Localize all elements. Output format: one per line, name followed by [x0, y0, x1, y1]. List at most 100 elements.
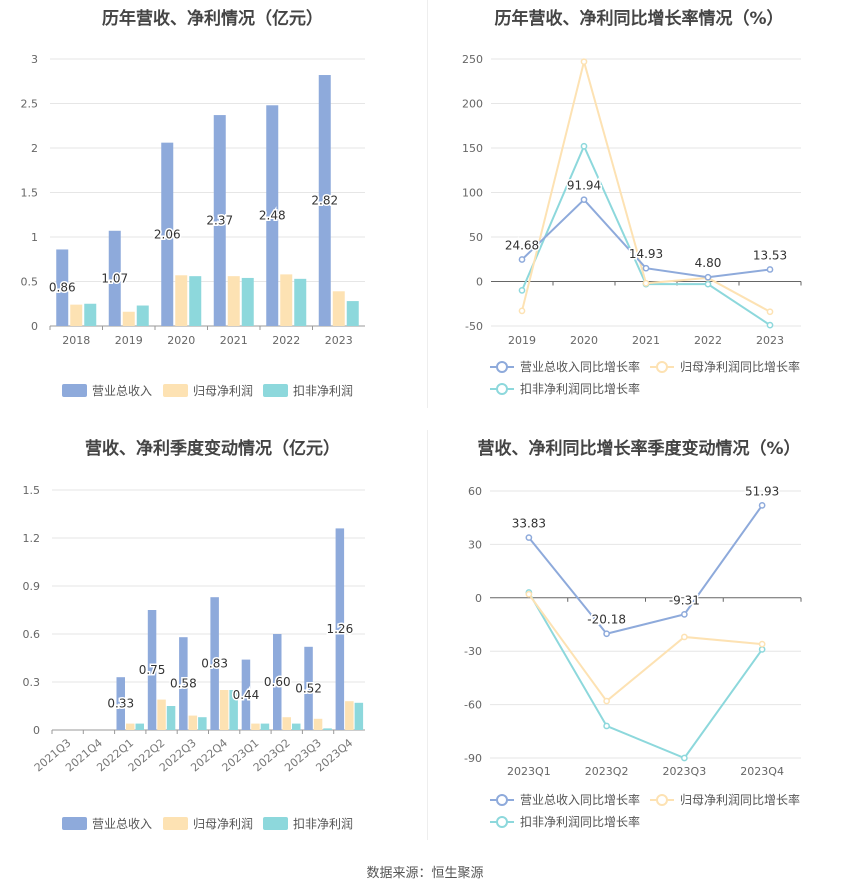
series-line-deducted-profit-growth [521, 143, 771, 326]
x-tick-label: 2023Q2 [585, 765, 629, 778]
bar-deducted-profit [229, 690, 238, 730]
bar-deducted-profit [346, 301, 359, 326]
y-tick-label: 0 [33, 724, 40, 737]
data-label: -20.18 [587, 613, 626, 627]
data-point [758, 640, 766, 648]
bar-net-profit [313, 718, 323, 730]
data-label: 1.26 [326, 622, 353, 636]
data-label: -9.31 [669, 593, 700, 607]
bar-revenue [210, 597, 219, 730]
bar-revenue [147, 610, 157, 730]
bar-deducted-profit [198, 717, 207, 730]
bar-deducted-profit [260, 723, 270, 730]
x-tick-label: 2022 [694, 334, 722, 347]
legend-label: 归母净利润 [193, 817, 253, 831]
y-tick-label: 200 [462, 98, 483, 111]
bar-net-profit [70, 304, 83, 326]
y-tick-label: 1.5 [23, 484, 41, 497]
data-point [518, 307, 526, 315]
data-point [525, 534, 533, 541]
x-tick-label: 2023 [325, 334, 353, 347]
bar-net-profit [251, 723, 260, 730]
legend-label: 营业总收入同比增长率 [520, 792, 640, 807]
bar-deducted-profit [84, 303, 97, 326]
bar-revenue [273, 634, 282, 730]
legend-marker [496, 794, 508, 806]
y-tick-label: 1.2 [23, 532, 41, 545]
y-tick-label: 3 [31, 53, 38, 66]
y-tick-label: 2 [31, 142, 38, 155]
y-tick-label: 100 [462, 187, 483, 200]
panel-annual-revenue-profit: 历年营收、净利情况（亿元） 0 0.5 1 1.5 2 2.5 3 2018 0.86 2019 1… [0, 0, 425, 410]
data-point [518, 287, 526, 294]
bar-revenue [304, 646, 313, 730]
data-point [704, 273, 712, 281]
data-source: 数据来源：恒生聚源 [366, 866, 484, 881]
data-point [603, 722, 610, 730]
bar-net-profit [122, 311, 135, 326]
legend-marker [656, 361, 668, 373]
data-point [704, 280, 712, 288]
data-point [642, 279, 650, 287]
x-tick-label: 2022 [272, 334, 300, 347]
chart-title: 营收、净利季度变动情况（亿元） [85, 439, 340, 459]
data-label: 2.06 [154, 227, 181, 241]
bar-revenue [318, 75, 331, 327]
data-label: 0.52 [295, 681, 322, 695]
data-label: 1.07 [101, 271, 128, 285]
y-tick-label: 50 [469, 231, 483, 244]
bar-revenue [56, 249, 69, 326]
bar-net-profit [282, 717, 291, 730]
panel-annual-growth: 历年营收、净利同比增长率情况（%） -50 0 50 100 150 200 250 2019… [428, 0, 850, 410]
legend-label: 扣非净利润 [293, 817, 353, 831]
y-tick-label: 0.6 [23, 628, 41, 641]
x-tick-label: 2023Q3 [663, 765, 707, 778]
legend-label: 扣非净利润 [293, 384, 353, 398]
legend-swatch [163, 384, 188, 397]
data-label: 2.37 [206, 214, 233, 228]
data-label: 0.86 [49, 281, 76, 295]
bottom-divider [427, 430, 428, 840]
y-tick-label: 1.5 [21, 187, 39, 200]
data-point [518, 256, 526, 263]
legend-marker [496, 816, 508, 828]
y-tick-label: 0.5 [21, 276, 39, 289]
legend-swatch [62, 384, 87, 397]
y-tick-label: 0 [475, 592, 482, 605]
data-point [758, 646, 766, 653]
data-label: 13.53 [753, 248, 787, 262]
data-label: 0.58 [170, 677, 197, 691]
data-label: 51.93 [745, 484, 779, 498]
data-point [603, 697, 610, 705]
y-tick-label: 0 [31, 320, 38, 333]
legend-label: 营业总收入 [92, 384, 152, 398]
bar-revenue [108, 230, 121, 326]
data-point [681, 611, 688, 618]
bar-revenue [161, 142, 174, 326]
data-label: 2.82 [311, 194, 338, 208]
chart-title: 营收、净利同比增长率季度变动情况（%） [477, 439, 801, 459]
x-tick-label: 2019 [508, 334, 536, 347]
bar-net-profit [126, 723, 135, 730]
y-tick-label: 0 [476, 276, 483, 289]
data-point [766, 308, 774, 316]
y-tick-label: 0.9 [23, 580, 41, 593]
bar-revenue [335, 528, 345, 730]
bar-deducted-profit [323, 728, 332, 730]
y-tick-label: -90 [464, 752, 482, 765]
bar-deducted-profit [189, 276, 202, 326]
bar-revenue [266, 105, 279, 326]
panel-quarterly-growth: 营收、净利同比增长率季度变动情况（%） -90 -60 -30 0 30 60 2023Q1… [428, 430, 850, 845]
legend-swatch [263, 384, 288, 397]
x-tick-label: 2023Q4 [740, 765, 784, 778]
data-point [580, 196, 588, 204]
data-point [681, 633, 688, 641]
bar-net-profit [188, 715, 198, 730]
data-label: 0.75 [139, 663, 166, 677]
legend-label: 归母净利润同比增长率 [680, 359, 800, 374]
y-tick-label: 60 [468, 485, 482, 498]
y-tick-label: -60 [464, 699, 482, 712]
bar-deducted-profit [135, 723, 144, 730]
bar-revenue [213, 115, 226, 326]
series-line-revenue-growth [528, 504, 763, 635]
